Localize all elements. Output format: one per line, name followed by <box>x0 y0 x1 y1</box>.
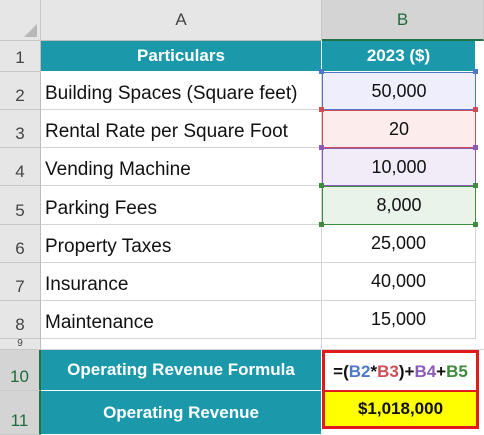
range-handle[interactable] <box>473 69 478 74</box>
range-handle[interactable] <box>473 183 478 188</box>
value-cell-b4[interactable]: 10,000 <box>322 148 476 186</box>
label-cell[interactable]: Maintenance <box>41 301 322 339</box>
formula-ref-b4: B4 <box>414 361 437 381</box>
column-header-a[interactable]: A <box>41 0 322 41</box>
label-cell[interactable]: Insurance <box>41 263 322 301</box>
row-header[interactable]: 7 <box>0 263 41 301</box>
label-cell[interactable]: Vending Machine <box>41 148 322 186</box>
label-cell[interactable]: Building Spaces (Square feet) <box>41 72 322 110</box>
range-handle[interactable] <box>319 183 324 188</box>
formula-cell[interactable]: =(B2 * B3)+ B4 + B5 <box>322 350 479 391</box>
value-cell[interactable]: 40,000 <box>322 263 476 301</box>
label-cell[interactable]: Property Taxes <box>41 225 322 263</box>
row-header[interactable]: 6 <box>0 225 41 263</box>
formula-ref-b5: B5 <box>446 361 468 381</box>
result-label[interactable]: Operating Revenue <box>41 391 322 435</box>
range-handle[interactable] <box>319 222 324 227</box>
row-header[interactable]: 8 <box>0 301 41 339</box>
row-header[interactable]: 9 <box>0 339 41 350</box>
formula-ref-b3: B3 <box>377 361 399 381</box>
row-header[interactable]: 10 <box>0 350 41 391</box>
formula-part: * <box>370 361 378 381</box>
column-header-b[interactable]: B <box>322 0 484 41</box>
label-cell[interactable]: Rental Rate per Square Foot <box>41 110 322 148</box>
empty-cell[interactable] <box>41 339 322 350</box>
range-handle[interactable] <box>319 107 324 112</box>
row-header[interactable]: 5 <box>0 186 41 225</box>
range-handle[interactable] <box>473 145 478 150</box>
range-handle[interactable] <box>319 145 324 150</box>
formula-part: =( <box>333 361 349 381</box>
range-handle[interactable] <box>473 107 478 112</box>
row-header[interactable]: 1 <box>0 41 41 72</box>
select-all-triangle-icon <box>24 24 37 37</box>
formula-label[interactable]: Operating Revenue Formula <box>41 350 322 391</box>
header-year[interactable]: 2023 ($) <box>322 41 476 72</box>
row-header[interactable]: 2 <box>0 72 41 110</box>
row-header[interactable]: 4 <box>0 148 41 186</box>
select-all-button[interactable] <box>0 0 41 41</box>
row-header[interactable]: 3 <box>0 110 41 148</box>
value-cell-b2[interactable]: 50,000 <box>322 72 476 110</box>
formula-ref-b2: B2 <box>348 361 371 381</box>
formula-part: )+ <box>398 361 415 381</box>
range-handle[interactable] <box>319 69 324 74</box>
header-particulars[interactable]: Particulars <box>41 41 322 72</box>
value-cell[interactable]: 25,000 <box>322 225 476 263</box>
empty-cell[interactable] <box>322 339 484 350</box>
value-cell-b5[interactable]: 8,000 <box>322 186 476 225</box>
label-cell[interactable]: Parking Fees <box>41 186 322 225</box>
row-header[interactable]: 11 <box>0 391 41 435</box>
range-handle[interactable] <box>473 222 478 227</box>
formula-part: + <box>436 361 447 381</box>
value-cell-b3[interactable]: 20 <box>322 110 476 148</box>
value-cell[interactable]: 15,000 <box>322 301 476 339</box>
result-cell[interactable]: $1,018,000 <box>322 391 479 429</box>
